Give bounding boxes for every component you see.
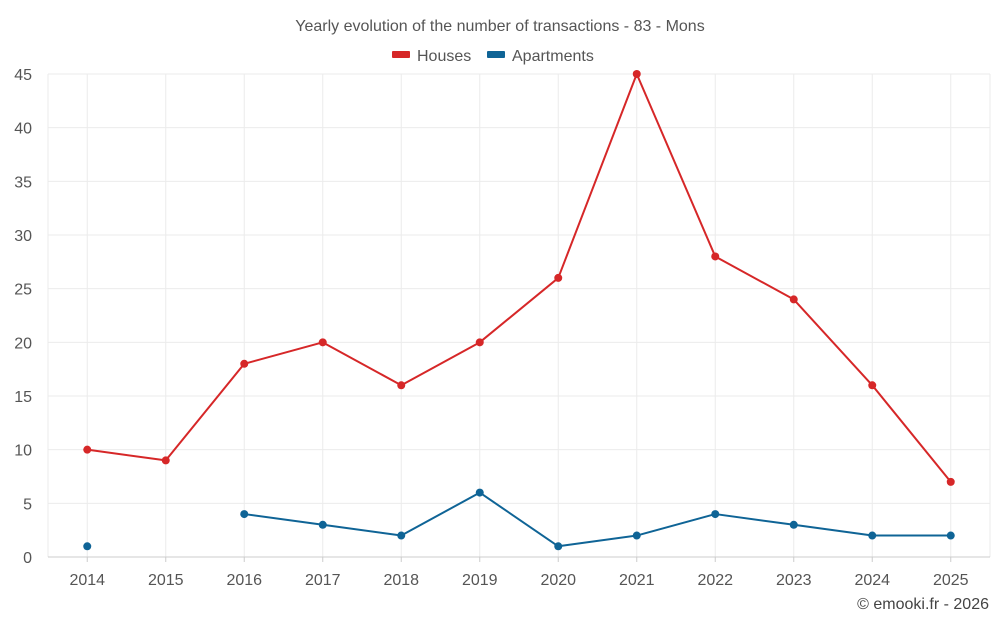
legend-label-apartments[interactable]: Apartments — [512, 48, 594, 65]
y-tick-label: 40 — [14, 121, 32, 138]
x-axis-ticks: 2014 2015 2016 2017 2018 2019 2020 2021 2022 2023… — [69, 557, 969, 589]
data-point-apartments[interactable] — [397, 531, 406, 540]
data-point-houses[interactable] — [240, 359, 249, 368]
x-tick-label: 2020 — [540, 572, 576, 589]
y-tick-label: 5 — [23, 496, 32, 513]
series-points — [83, 70, 955, 551]
x-tick-label: 2021 — [619, 572, 655, 589]
data-point-houses[interactable] — [161, 456, 170, 465]
y-tick-label: 30 — [14, 228, 32, 245]
data-point-apartments[interactable] — [789, 520, 798, 529]
data-point-houses[interactable] — [789, 295, 798, 304]
y-tick-label: 20 — [14, 335, 32, 352]
data-point-houses[interactable] — [946, 477, 955, 486]
data-point-apartments[interactable] — [83, 542, 92, 551]
x-tick-label: 2025 — [933, 572, 969, 589]
x-tick-label: 2024 — [854, 572, 890, 589]
credit-text: © emooki.fr - 2026 — [857, 596, 989, 613]
grid — [47, 73, 991, 558]
data-point-apartments[interactable] — [475, 488, 484, 497]
data-point-apartments[interactable] — [240, 510, 249, 519]
x-tick-label: 2014 — [69, 572, 105, 589]
x-tick-label: 2016 — [226, 572, 262, 589]
x-tick-label: 2022 — [697, 572, 733, 589]
data-point-houses[interactable] — [397, 381, 406, 390]
x-tick-label: 2019 — [462, 572, 498, 589]
data-point-apartments[interactable] — [554, 542, 563, 551]
data-point-apartments[interactable] — [318, 520, 327, 529]
legend-swatch-apartments — [487, 51, 505, 58]
data-point-houses[interactable] — [475, 338, 484, 347]
data-point-apartments[interactable] — [632, 531, 641, 540]
data-point-apartments[interactable] — [711, 510, 720, 519]
series-line-apartments — [243, 491, 952, 548]
series-lines — [86, 73, 952, 548]
y-tick-label: 15 — [14, 389, 32, 406]
y-tick-label: 10 — [14, 443, 32, 460]
x-tick-label: 2023 — [776, 572, 812, 589]
x-tick-label: 2015 — [148, 572, 184, 589]
y-tick-label: 35 — [14, 174, 32, 191]
data-point-houses[interactable] — [711, 252, 720, 261]
data-point-houses[interactable] — [632, 70, 641, 78]
data-point-houses[interactable] — [83, 445, 92, 454]
y-axis-ticks: 0 5 10 15 20 25 30 35 40 45 — [14, 67, 32, 567]
legend: Houses Apartments — [392, 48, 594, 65]
data-point-apartments[interactable] — [946, 531, 955, 540]
x-tick-label: 2018 — [383, 572, 419, 589]
data-point-apartments[interactable] — [868, 531, 877, 540]
data-point-houses[interactable] — [318, 338, 327, 347]
data-point-houses[interactable] — [554, 273, 563, 282]
chart-title: Yearly evolution of the number of transa… — [295, 18, 704, 35]
legend-label-houses[interactable]: Houses — [417, 48, 471, 65]
series-line-houses — [86, 73, 952, 483]
data-point-houses[interactable] — [868, 381, 877, 390]
legend-swatch-houses — [392, 51, 410, 58]
x-tick-label: 2017 — [305, 572, 341, 589]
y-tick-label: 25 — [14, 282, 32, 299]
y-tick-label: 0 — [23, 550, 32, 567]
y-tick-label: 45 — [14, 67, 32, 84]
